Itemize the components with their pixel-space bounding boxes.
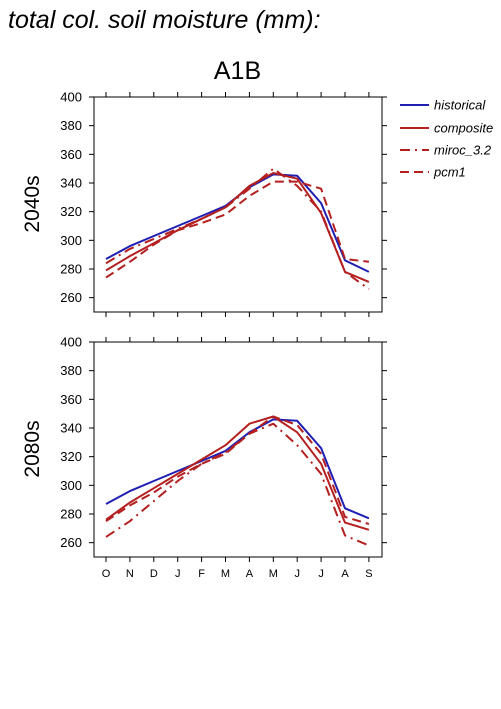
y-tick-label: 300 [60,478,82,493]
y-tick-label: 260 [60,290,82,305]
panel-label: 2080s [21,420,44,477]
x-tick-label: J [294,568,300,580]
series-line-pcm1 [105,180,370,279]
x-tick-label: A [341,568,349,580]
legend-label: composite [434,121,493,136]
x-tick-label: D [150,568,158,580]
x-tick-label: N [126,568,134,580]
y-tick-label: 380 [60,363,82,378]
plot-frame [93,341,383,558]
x-tick-label: M [269,568,278,580]
series-line-historical [105,173,370,273]
series-line-miroc-3-2 [105,422,370,547]
plot-frame [93,96,383,313]
legend: historical composite miroc_3.2 pcm1 [400,98,493,180]
figure-title: total col. soil moisture (mm): [8,6,321,34]
y-tick-label: 280 [60,507,82,522]
legend-label: miroc_3.2 [434,143,492,158]
x-tick-label: M [221,568,230,580]
panel-label: 2040s [21,175,44,232]
panel-2080s: 260 280 300 320 340 360 380 400 O N D J F M A M J J A S 2080… [21,335,387,580]
x-tick-label: F [198,568,205,580]
series-line-historical [105,418,370,520]
y-tick-label: 400 [60,335,82,350]
y-tick-label: 380 [60,118,82,133]
y-tick-label: 340 [60,176,82,191]
x-tick-label: S [365,568,372,580]
y-tick-label: 360 [60,392,82,407]
series-line-composite [105,415,370,531]
x-tick-label: J [175,568,181,580]
series-line-miroc-3-2 [105,167,370,290]
y-tick-label: 300 [60,233,82,248]
legend-label: pcm1 [433,165,466,180]
y-tick-label: 320 [60,204,82,219]
series-line-composite [105,172,370,283]
y-tick-label: 340 [60,421,82,436]
series-line-pcm1 [105,415,370,525]
y-tick-label: 320 [60,449,82,464]
x-tick-label: O [102,568,111,580]
x-tick-label: A [246,568,254,580]
x-tick-label: J [318,568,324,580]
scenario-label: A1B [213,57,262,85]
y-tick-label: 260 [60,535,82,550]
legend-label: historical [434,98,486,113]
y-tick-label: 400 [60,90,82,105]
y-tick-label: 280 [60,262,82,277]
y-tick-label: 360 [60,147,82,162]
panel-2040s: 260 280 300 320 340 360 380 400 2040s [21,90,387,317]
